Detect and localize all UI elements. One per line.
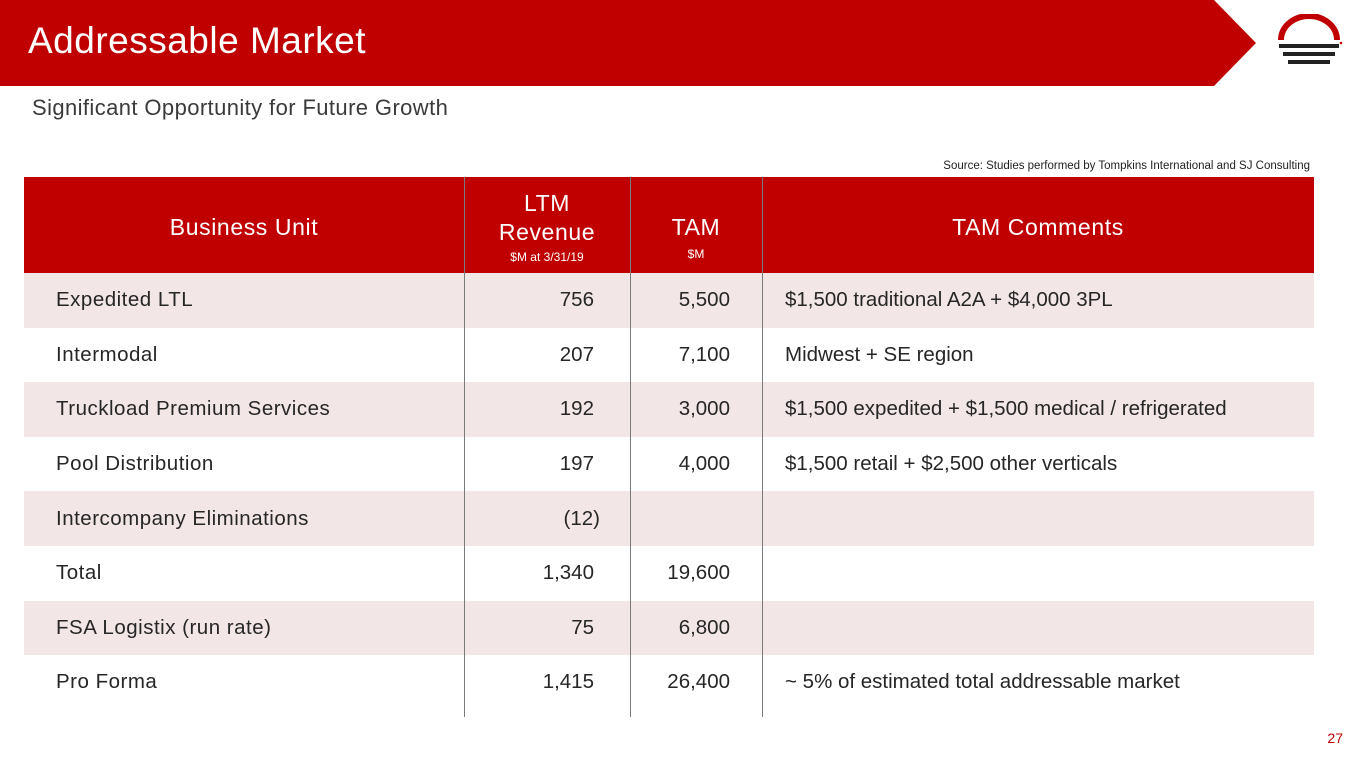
- table-header: Business Unit LTM Revenue $M at 3/31/19 T…: [24, 177, 1314, 273]
- header-business-unit: Business Unit: [169, 214, 319, 240]
- ltm-revenue-cell: 192: [559, 397, 594, 421]
- ltm-revenue-cell: 197: [559, 452, 594, 476]
- tam-comment-cell: $1,500 retail + $2,500 other verticals: [785, 452, 1118, 476]
- business-unit-cell: Intercompany Eliminations: [56, 506, 309, 530]
- table-row: FSA Logistix (run rate) 75 6,800: [24, 600, 1314, 656]
- business-unit-cell: Pool Distribution: [56, 452, 214, 476]
- tam-cell: 4,000: [678, 452, 730, 476]
- tam-cell: 3,000: [678, 397, 730, 421]
- business-unit-cell: Expedited LTL: [56, 288, 194, 312]
- table-row: Truckload Premium Services 192 3,000 $1,…: [24, 382, 1314, 437]
- tam-comment-cell: $1,500 traditional A2A + $4,000 3PL: [785, 288, 1113, 312]
- header-tam-comments: TAM Comments: [952, 214, 1124, 240]
- business-unit-cell: FSA Logistix (run rate): [56, 615, 272, 639]
- ltm-revenue-cell: 1,340: [542, 561, 594, 585]
- page-subtitle: Significant Opportunity for Future Growt…: [32, 95, 449, 120]
- addressable-market-table: Business Unit LTM Revenue $M at 3/31/19 T…: [24, 177, 1314, 710]
- header-ltm-revenue: LTM Revenue $M at 3/31/19: [498, 190, 596, 264]
- page-number: 27: [1327, 730, 1343, 746]
- business-unit-cell: Truckload Premium Services: [56, 397, 331, 421]
- tam-cell: [630, 491, 730, 546]
- business-unit-cell: Total: [56, 561, 102, 585]
- tam-cell: 26,400: [667, 670, 730, 694]
- table-row: Total 1,340 19,600: [24, 546, 1314, 601]
- header-tam: TAM $M: [671, 214, 721, 261]
- table-row: Intercompany Eliminations (12): [24, 491, 1314, 546]
- ltm-revenue-cell: 1,415: [542, 670, 594, 694]
- table-row: Pro Forma 1,415 26,400 ~ 5% of estimated…: [24, 655, 1314, 710]
- tam-cell: 7,100: [678, 342, 730, 366]
- tam-cell: 19,600: [667, 561, 730, 585]
- column-divider: [464, 177, 465, 717]
- table-row: Pool Distribution 197 4,000 $1,500 retai…: [24, 437, 1314, 492]
- ltm-revenue-cell: 75: [571, 615, 594, 639]
- tam-comment-cell: $1,500 expedited + $1,500 medical / refr…: [785, 397, 1227, 421]
- column-divider: [762, 177, 763, 717]
- tam-cell: 5,500: [678, 288, 730, 312]
- tam-comment-cell: Midwest + SE region: [785, 342, 974, 366]
- table-row: Expedited LTL 756 5,500 $1,500 tradition…: [24, 273, 1314, 328]
- column-divider: [630, 177, 631, 717]
- tam-comment-cell: ~ 5% of estimated total addressable mark…: [785, 670, 1180, 694]
- table-row: Intermodal 207 7,100 Midwest + SE region: [24, 328, 1314, 383]
- page-title: Addressable Market: [28, 20, 367, 61]
- business-unit-cell: Intermodal: [56, 342, 158, 366]
- source-note: Source: Studies performed by Tompkins In…: [943, 160, 1310, 172]
- ltm-revenue-cell: 207: [559, 342, 594, 366]
- sunset-lines-logo-icon: [1278, 14, 1343, 64]
- ltm-revenue-cell: (12): [563, 506, 600, 530]
- tam-cell: 6,800: [678, 615, 730, 639]
- ltm-revenue-cell: 756: [559, 288, 594, 312]
- business-unit-cell: Pro Forma: [56, 670, 158, 694]
- title-banner: [0, 0, 1256, 86]
